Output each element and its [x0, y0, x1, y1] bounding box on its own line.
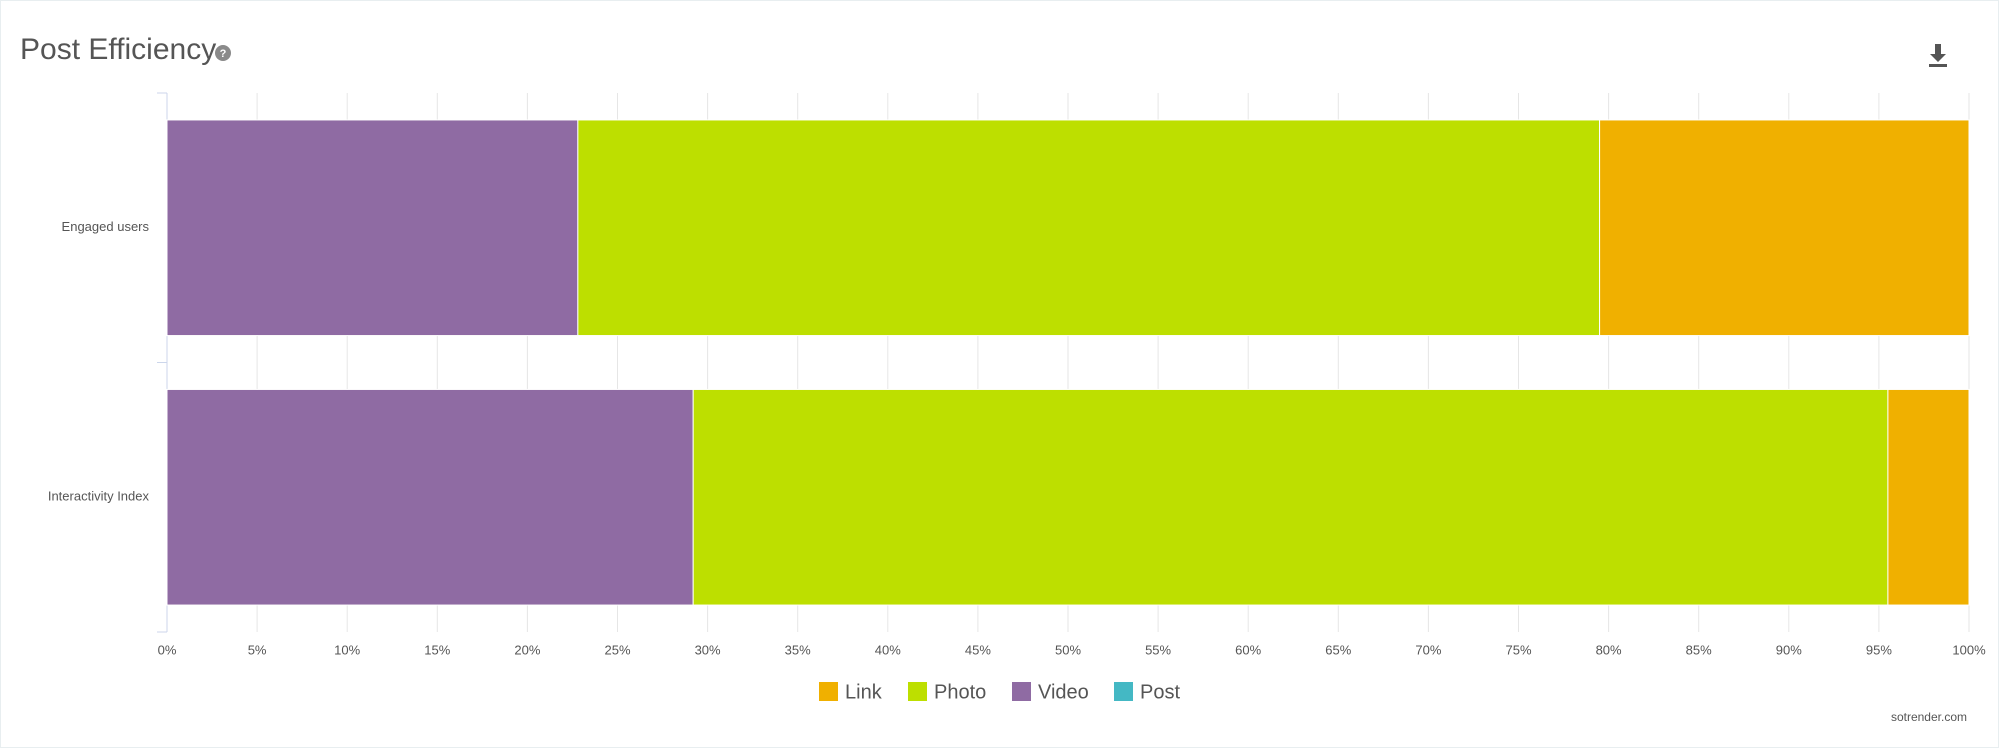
- x-tick-label: 35%: [785, 642, 811, 657]
- legend-swatch: [1012, 682, 1031, 701]
- x-tick-label: 10%: [334, 642, 360, 657]
- bar-segment: [577, 119, 1601, 337]
- x-tick-label: 100%: [1952, 642, 1986, 657]
- x-tick-label: 60%: [1235, 642, 1261, 657]
- x-tick-label: 75%: [1505, 642, 1531, 657]
- bar-segment: [1887, 388, 1970, 606]
- legend-label[interactable]: Post: [1140, 681, 1180, 703]
- legend-swatch: [1114, 682, 1133, 701]
- legend-swatch: [908, 682, 927, 701]
- x-tick-label: 40%: [875, 642, 901, 657]
- y-tick-label: Engaged users: [62, 219, 150, 234]
- x-tick-label: 70%: [1415, 642, 1441, 657]
- bar-segment: [166, 119, 579, 337]
- svg-text:?: ?: [220, 48, 227, 60]
- download-button[interactable]: [1929, 44, 1947, 67]
- x-tick-label: 50%: [1055, 642, 1081, 657]
- chart-title: Post Efficiency: [20, 33, 216, 66]
- bar-segment: [166, 388, 694, 606]
- legend-label[interactable]: Video: [1038, 681, 1089, 703]
- bar-segment: [1599, 119, 1970, 337]
- x-tick-label: 30%: [695, 642, 721, 657]
- legend-swatch: [819, 682, 838, 701]
- help-icon[interactable]: ?: [215, 45, 231, 61]
- x-tick-label: 45%: [965, 642, 991, 657]
- bar-segment: [692, 388, 1889, 606]
- legend-label[interactable]: Photo: [934, 681, 986, 703]
- x-tick-label: 85%: [1686, 642, 1712, 657]
- x-tick-label: 25%: [604, 642, 630, 657]
- legend-label[interactable]: Link: [845, 681, 883, 703]
- source: sotrender.com: [1891, 710, 1967, 724]
- x-tick-label: 55%: [1145, 642, 1171, 657]
- x-tick-label: 0%: [158, 642, 177, 657]
- x-tick-label: 5%: [248, 642, 267, 657]
- x-tick-label: 90%: [1776, 642, 1802, 657]
- x-tick-label: 15%: [424, 642, 450, 657]
- x-tick-label: 80%: [1596, 642, 1622, 657]
- x-tick-label: 20%: [514, 642, 540, 657]
- y-tick-label: Interactivity Index: [48, 489, 150, 504]
- x-tick-label: 95%: [1866, 642, 1892, 657]
- x-tick-label: 65%: [1325, 642, 1351, 657]
